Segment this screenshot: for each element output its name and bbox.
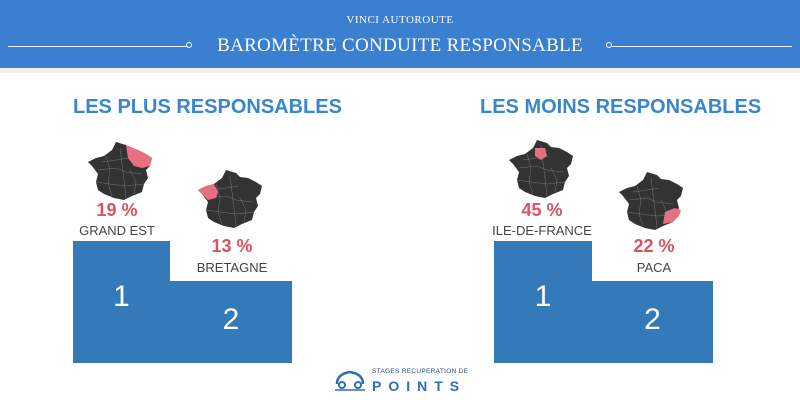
header-banner: VINCI AUTOROUTE BAROMÈTRE CONDUITE RESPO… bbox=[0, 0, 800, 73]
france-map-paca bbox=[619, 172, 683, 230]
left-podium-first: 1 bbox=[73, 241, 170, 363]
left-section-title: LES PLUS RESPONSABLES bbox=[73, 96, 342, 118]
right-podium-second: 2 bbox=[592, 281, 713, 363]
header-title: BAROMÈTRE CONDUITE RESPONSABLE bbox=[217, 35, 583, 56]
car-logo-icon bbox=[335, 370, 365, 391]
left-second-region: BRETAGNE bbox=[196, 260, 268, 275]
left-podium-second: 2 bbox=[170, 281, 292, 363]
logo-title: POINTS bbox=[372, 378, 467, 394]
right-podium-first: 1 bbox=[494, 241, 592, 363]
france-map-bretagne bbox=[198, 170, 262, 228]
left-podium-second-rank: 2 bbox=[222, 303, 240, 336]
left-first-region: GRAND EST bbox=[79, 223, 155, 238]
france-map-grand-est bbox=[88, 142, 152, 200]
header-rule-right bbox=[612, 46, 792, 47]
logo-subtitle: STAGES RECUPERATION DE bbox=[372, 368, 469, 375]
left-first-percent: 19 % bbox=[96, 200, 138, 220]
right-section-title: LES MOINS RESPONSABLES bbox=[480, 96, 762, 118]
right-second-region: PACA bbox=[636, 260, 672, 275]
header-dot-right bbox=[606, 42, 612, 48]
right-first-percent: 45 % bbox=[521, 200, 563, 220]
right-first-region: ILE-DE-FRANCE bbox=[492, 223, 592, 238]
right-podium-second-rank: 2 bbox=[644, 303, 661, 336]
header-dot-left bbox=[186, 42, 192, 48]
left-podium-first-rank: 1 bbox=[113, 280, 130, 313]
right-podium-first-rank: 1 bbox=[534, 280, 552, 313]
header-subtitle: VINCI AUTOROUTE bbox=[346, 14, 454, 26]
header-rule-left bbox=[8, 46, 188, 47]
france-map-ile-de-france bbox=[509, 140, 573, 198]
left-second-percent: 13 % bbox=[211, 236, 253, 256]
right-second-percent: 22 % bbox=[633, 236, 675, 256]
